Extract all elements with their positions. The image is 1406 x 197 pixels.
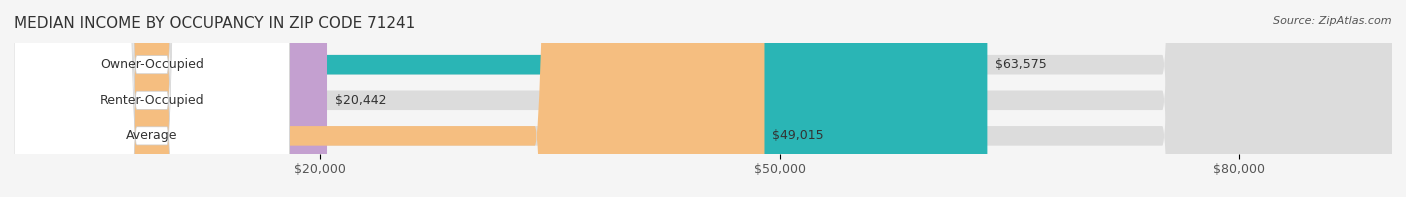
FancyBboxPatch shape: [14, 0, 1392, 197]
FancyBboxPatch shape: [14, 0, 765, 197]
Text: $49,015: $49,015: [772, 129, 824, 142]
FancyBboxPatch shape: [14, 0, 1392, 197]
Text: Source: ZipAtlas.com: Source: ZipAtlas.com: [1274, 16, 1392, 26]
Text: Renter-Occupied: Renter-Occupied: [100, 94, 204, 107]
Text: $20,442: $20,442: [335, 94, 387, 107]
FancyBboxPatch shape: [14, 0, 290, 197]
Text: $63,575: $63,575: [995, 58, 1047, 71]
FancyBboxPatch shape: [14, 0, 328, 197]
FancyBboxPatch shape: [14, 0, 1392, 197]
Text: MEDIAN INCOME BY OCCUPANCY IN ZIP CODE 71241: MEDIAN INCOME BY OCCUPANCY IN ZIP CODE 7…: [14, 16, 415, 31]
Text: Owner-Occupied: Owner-Occupied: [100, 58, 204, 71]
FancyBboxPatch shape: [14, 0, 290, 197]
FancyBboxPatch shape: [14, 0, 987, 197]
Text: Average: Average: [127, 129, 177, 142]
FancyBboxPatch shape: [14, 0, 290, 197]
